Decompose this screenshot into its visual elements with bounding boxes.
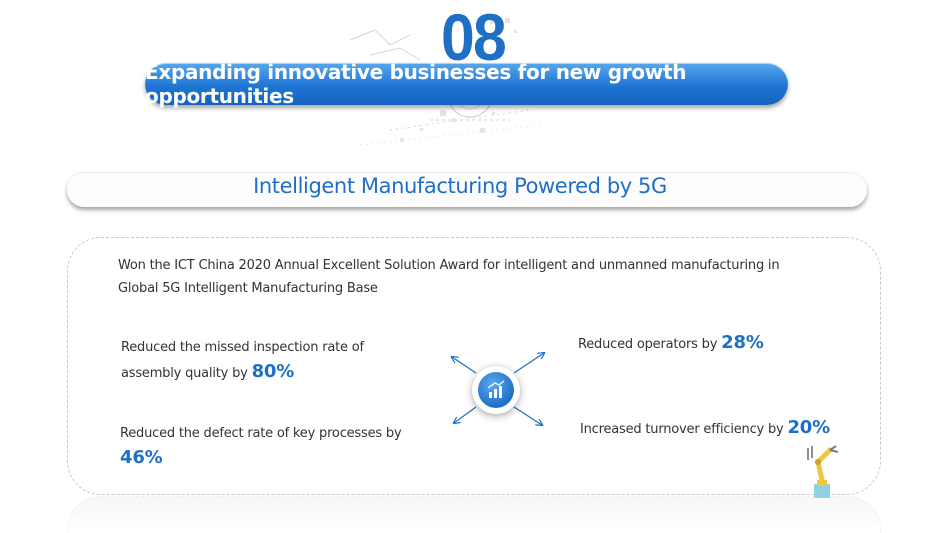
robot-arm-icon <box>807 445 839 498</box>
content-panel <box>67 237 881 495</box>
subtitle-bar <box>67 172 867 207</box>
stat-label: Reduced the defect rate of key processes… <box>120 426 402 441</box>
award-text: Won the ICT China 2020 Annual Excellent … <box>118 258 780 296</box>
diagonal-arrows-icon <box>440 345 550 435</box>
stat-turnover: Increased turnover efficiency by 20% <box>580 416 880 442</box>
bar-chart-growth-icon <box>478 372 514 408</box>
stat-value: 20% <box>787 417 830 438</box>
stat-label: Reduced operators by <box>578 337 718 352</box>
stat-label: Reduced the missed inspection rate of as… <box>121 340 364 381</box>
section-number: 08 <box>441 0 507 74</box>
stat-missed-inspection: Reduced the missed inspection rate of as… <box>121 336 411 386</box>
stat-operators: Reduced operators by 28% <box>578 331 838 357</box>
panel-reflection <box>67 496 881 533</box>
growth-hub <box>472 366 520 414</box>
stat-value: 28% <box>721 332 764 353</box>
stat-value: 80% <box>251 361 295 382</box>
stat-label: Increased turnover efficiency by <box>580 422 784 437</box>
section-title: Expanding innovative businesses for new … <box>145 60 788 108</box>
stat-defect-rate: Reduced the defect rate of key processes… <box>120 422 440 472</box>
subtitle: Intelligent Manufacturing Powered by 5G <box>253 174 667 198</box>
stat-value: 46% <box>120 447 163 468</box>
